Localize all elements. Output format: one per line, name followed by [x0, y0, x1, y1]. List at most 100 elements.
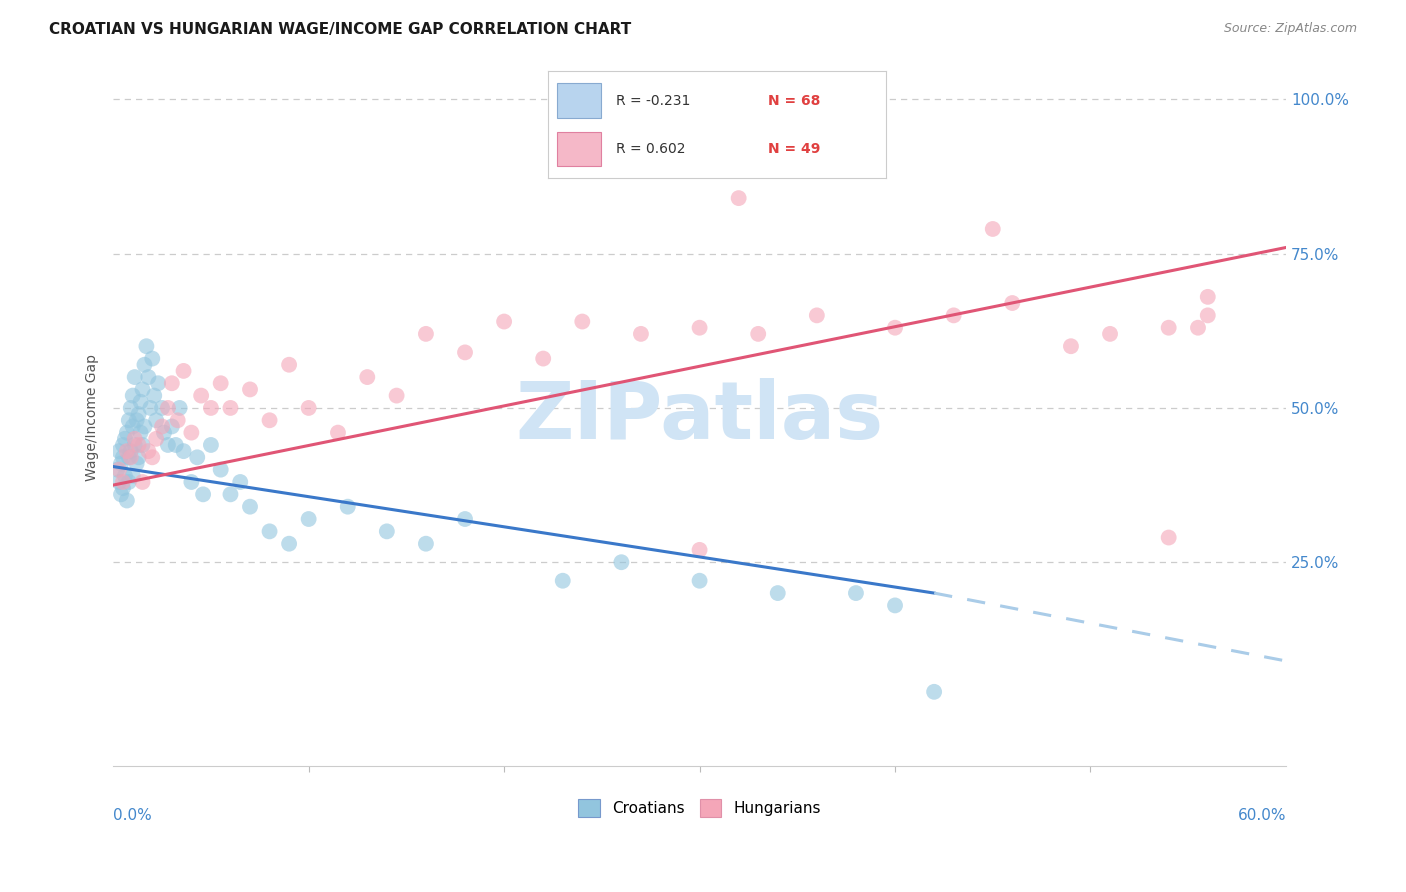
Point [259, 524, 281, 539]
Legend: Croatians, Hungarians: Croatians, Hungarians [571, 791, 828, 824]
Point [766, 586, 789, 600]
Point [121, 468, 143, 483]
Point [385, 388, 408, 402]
Point [120, 401, 142, 415]
Point [125, 413, 148, 427]
Point [129, 394, 152, 409]
FancyBboxPatch shape [557, 84, 600, 119]
Point [131, 383, 153, 397]
Text: 60.0%: 60.0% [1237, 808, 1286, 822]
Point [922, 685, 945, 699]
Point [128, 438, 150, 452]
Point [239, 500, 262, 514]
Text: Source: ZipAtlas.com: Source: ZipAtlas.com [1223, 22, 1357, 36]
Point [118, 475, 141, 489]
Point [415, 326, 437, 341]
Point [138, 370, 160, 384]
Point [229, 475, 252, 489]
Point [143, 388, 166, 402]
Point [531, 351, 554, 366]
Point [259, 413, 281, 427]
Point [125, 457, 148, 471]
Point [108, 463, 131, 477]
Point [219, 401, 242, 415]
Point [186, 450, 208, 465]
Point [110, 487, 132, 501]
Point [689, 542, 711, 557]
Point [278, 537, 301, 551]
Point [610, 555, 633, 569]
Point [156, 401, 179, 415]
Point [118, 450, 141, 465]
Point [1197, 290, 1219, 304]
Point [135, 339, 157, 353]
Point [153, 425, 176, 440]
Point [134, 358, 156, 372]
Point [120, 444, 142, 458]
Point [1157, 320, 1180, 334]
Point [942, 309, 965, 323]
Point [128, 407, 150, 421]
Point [454, 345, 477, 359]
Point [121, 388, 143, 402]
Point [806, 309, 828, 323]
Point [298, 512, 321, 526]
Point [884, 320, 907, 334]
Point [494, 314, 516, 328]
Point [326, 425, 349, 440]
Point [108, 475, 131, 489]
Point [298, 401, 321, 415]
Point [180, 425, 202, 440]
Point [115, 493, 138, 508]
Point [1187, 320, 1209, 334]
Text: N = 49: N = 49 [768, 142, 820, 156]
Point [131, 438, 153, 452]
Point [141, 450, 163, 465]
Point [336, 500, 359, 514]
Point [145, 432, 167, 446]
Point [173, 364, 195, 378]
Point [415, 537, 437, 551]
Point [845, 586, 868, 600]
Y-axis label: Wage/Income Gap: Wage/Income Gap [86, 354, 100, 481]
Point [981, 222, 1004, 236]
Point [138, 444, 160, 458]
Text: N = 68: N = 68 [768, 94, 820, 108]
Point [200, 401, 222, 415]
Point [630, 326, 652, 341]
Text: R = 0.602: R = 0.602 [616, 142, 685, 156]
Text: 0.0%: 0.0% [114, 808, 152, 822]
Point [118, 413, 141, 427]
Text: CROATIAN VS HUNGARIAN WAGE/INCOME GAP CORRELATION CHART: CROATIAN VS HUNGARIAN WAGE/INCOME GAP CO… [49, 22, 631, 37]
Point [1157, 531, 1180, 545]
Point [108, 444, 131, 458]
Point [727, 191, 749, 205]
Point [146, 376, 169, 391]
Point [165, 438, 187, 452]
Point [191, 487, 214, 501]
Point [110, 457, 132, 471]
Point [139, 401, 162, 415]
Point [689, 574, 711, 588]
Point [145, 413, 167, 427]
Point [1099, 326, 1122, 341]
Point [173, 444, 195, 458]
Point [571, 314, 593, 328]
Point [356, 370, 378, 384]
Point [111, 450, 134, 465]
Point [169, 401, 191, 415]
Point [156, 438, 179, 452]
Point [124, 432, 146, 446]
Point [128, 450, 150, 465]
Text: R = -0.231: R = -0.231 [616, 94, 690, 108]
Point [219, 487, 242, 501]
Point [105, 463, 128, 477]
Point [114, 432, 136, 446]
Point [111, 438, 134, 452]
Point [884, 599, 907, 613]
Point [190, 388, 212, 402]
Point [114, 468, 136, 483]
Point [1001, 296, 1024, 310]
Point [134, 419, 156, 434]
Point [689, 320, 711, 334]
